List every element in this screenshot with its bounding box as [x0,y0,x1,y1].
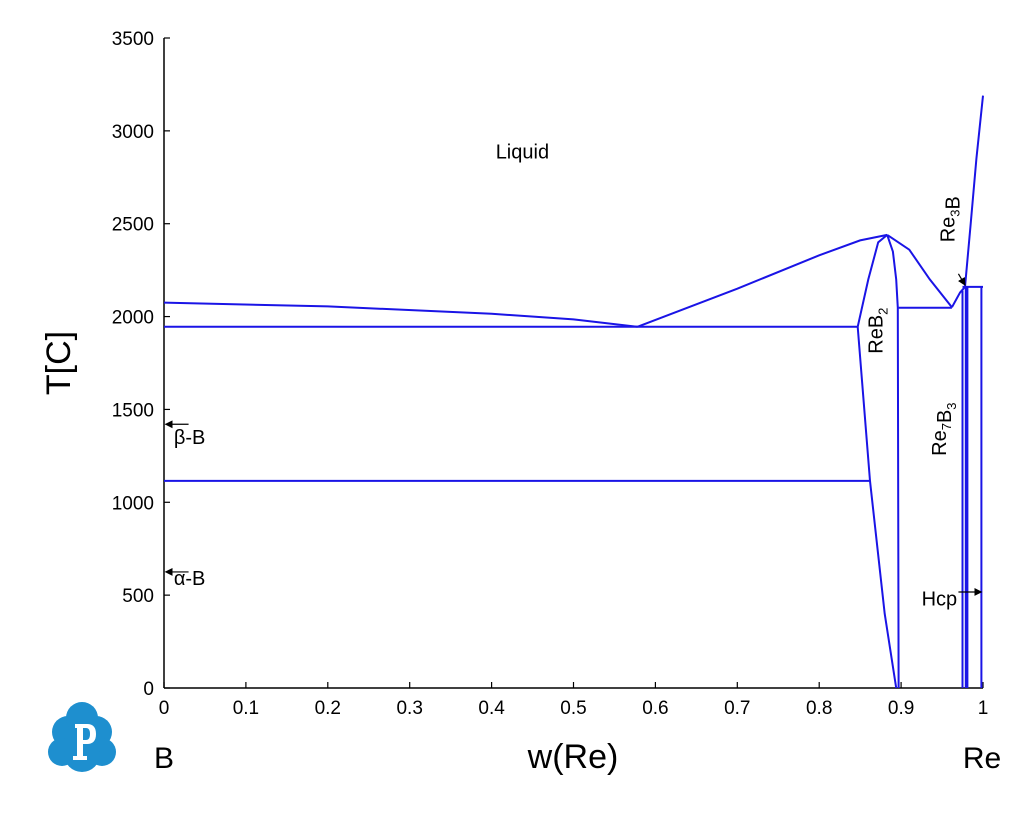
region-label-3: Re3B [937,196,964,242]
phase-boundary-9 [856,234,888,328]
region-label-5: α-B [174,568,206,590]
x-tick-label: 0 [159,698,170,719]
region-label-4: β-B [174,427,206,449]
y-tick-label: 1500 [112,400,154,421]
phase-boundary-3 [951,286,966,308]
y-tick-label: 2500 [112,215,154,236]
x-tick-label: 1 [978,698,989,719]
x-axis-title: w(Re) [527,738,619,776]
x-tick-label: 0.2 [315,698,341,719]
region-label-2: Re7B3 [929,402,959,455]
phase-boundary-10 [856,326,898,689]
region-label-6: Hcp [922,588,958,610]
phase-boundaries [163,95,984,689]
annotations: Liquid ReB2 Re7B3 Re3B β-B α-B Hcp [164,142,983,610]
y-tick-label: 3500 [112,29,154,50]
phase-boundary-0 [163,301,638,328]
x-tick-label: 0.8 [806,698,832,719]
y-tick-label: 0 [143,679,154,700]
y-axis-title: T[C] [40,331,78,395]
x-tick-label: 0.6 [642,698,668,719]
right-component-label: Re [963,742,1001,775]
phase-boundary-11 [886,234,900,689]
y-tick-label: 3000 [112,122,154,143]
annotation-arrow-2 [957,273,966,286]
y-tick-label: 500 [122,586,154,607]
phase-boundary-1 [637,233,888,328]
pandat-logo-icon [48,702,116,772]
y-tick-label: 2000 [112,308,154,329]
x-tick-label: 0.1 [233,698,259,719]
x-tick-label: 0.3 [396,698,422,719]
x-tick-label: 0.5 [560,698,586,719]
x-tick-label: 0.7 [724,698,750,719]
x-tick-label: 0.4 [478,698,505,719]
left-component-label: B [154,742,174,775]
y-tick-label: 1000 [112,493,154,514]
region-label-0: Liquid [496,142,549,164]
region-label-1: ReB2 [865,308,890,354]
phase-boundary-2 [886,234,953,308]
ticks: 0 0.1 0.2 0.3 0.4 0.5 0.6 0.7 0.8 0.9 1 0 500 1000 150… [112,29,989,719]
x-tick-label: 0.9 [888,698,914,719]
phase-boundary-4 [964,95,984,287]
